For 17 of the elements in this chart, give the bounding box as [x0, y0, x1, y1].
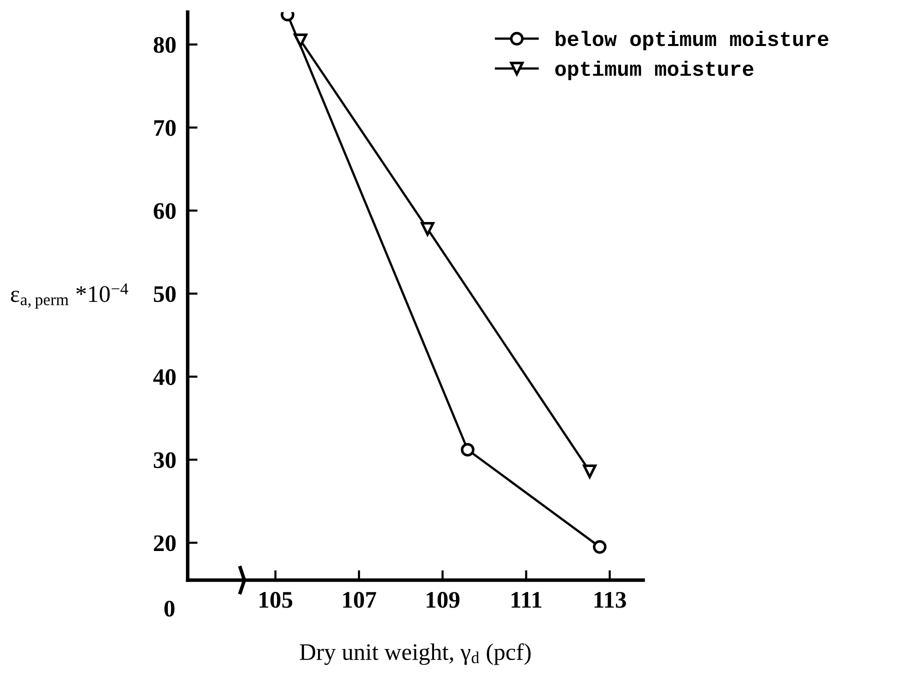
y-tick-label: 60	[154, 203, 176, 220]
y-tick-label: 80	[154, 36, 176, 53]
legend-label: below optimum moisture	[556, 30, 828, 50]
y-axis-title: ε$_{a,perm}$ *10$^{−4}$	[10, 283, 128, 309]
y-tick-label: 70	[154, 120, 176, 136]
x-tick-label: 107	[343, 592, 376, 608]
y-tick-label: 50	[154, 286, 176, 302]
x-tick-label: 111	[512, 592, 542, 608]
x-tick-label: 105	[260, 592, 292, 608]
x-tick-label: 113	[594, 592, 626, 608]
y-tick-label: 20	[154, 535, 176, 552]
text: 0	[164, 600, 174, 617]
y-tick-label: 30	[154, 452, 176, 468]
y-tick-label: 40	[153, 369, 176, 386]
legend-label: optimum moisture	[555, 60, 754, 80]
x-tick-label: 109	[426, 592, 460, 608]
x-axis-title: Dry unit weight, γ$_{d}$ (pcf)	[300, 643, 531, 665]
